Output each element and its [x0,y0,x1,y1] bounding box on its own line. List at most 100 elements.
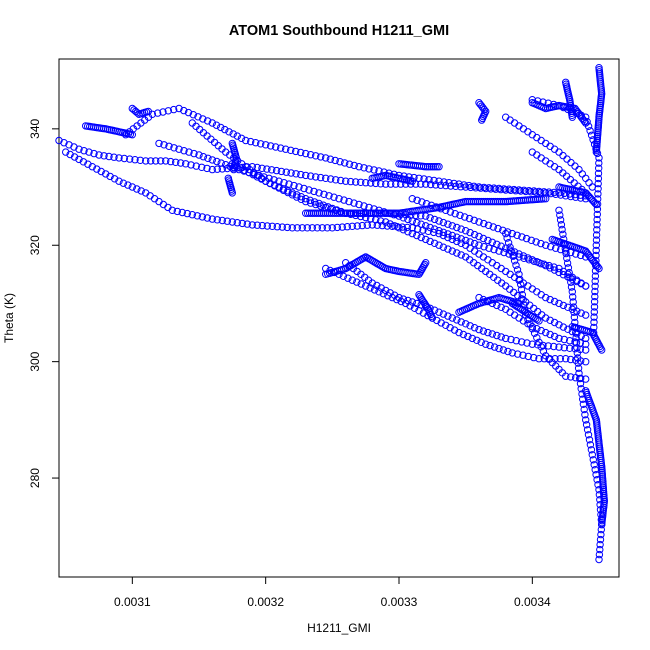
data-point [587,446,596,454]
y-axis-label: Theta (K) [2,293,16,343]
data-point [323,224,331,232]
data-point [462,183,470,191]
data-point [512,337,520,345]
data-point [572,328,580,337]
data-point [563,155,571,163]
data-point [591,292,599,301]
data-point [347,177,355,186]
data-point [350,161,358,170]
data-point [470,324,479,332]
data-point [506,243,514,251]
data-point [422,259,430,267]
data-point [557,191,565,199]
data-point [556,355,564,363]
data-point [457,318,465,326]
data-point [266,179,274,187]
data-point [253,221,261,229]
data-point [410,304,419,312]
data-point [377,217,385,225]
data-point [550,297,559,306]
data-point [559,301,568,310]
data-point [358,221,366,230]
data-point [576,379,585,388]
data-point [555,321,563,329]
data-point [345,197,353,206]
data-point [542,241,550,249]
data-point [408,195,416,203]
data-point [444,230,452,238]
data-point [475,232,483,241]
data-point [478,116,486,124]
data-point [242,136,250,145]
data-point [493,301,501,310]
data-point [307,199,315,207]
data-point [360,202,368,210]
data-point [462,236,470,245]
data-point [348,222,356,231]
data-point [488,330,496,338]
data-point [328,224,336,232]
data-point [162,157,170,165]
data-point [590,461,598,469]
data-point [594,169,603,178]
data-point [426,237,434,246]
data-point [510,257,519,265]
data-point [312,173,320,181]
data-point [589,456,597,464]
data-point [120,154,129,163]
data-point [522,187,530,196]
data-point [437,181,445,189]
data-point [292,147,300,156]
data-point [362,213,370,222]
data-point [597,525,605,534]
data-point [515,186,523,194]
data-point [340,196,348,204]
data-point [459,330,468,339]
data-point [530,329,539,337]
data-point [189,111,198,119]
data-point [490,184,498,192]
data-point [594,174,603,183]
data-point [568,288,576,296]
data-point [142,157,150,165]
data-points [55,64,608,564]
data-point [382,218,390,226]
data-point [430,228,438,237]
data-point [439,243,448,251]
data-point [298,224,306,232]
data-point [442,181,450,190]
data-point [70,143,78,151]
data-point [528,325,536,333]
data-point [593,226,601,234]
data-point [390,291,399,299]
data-point [352,178,360,186]
data-point [480,243,488,251]
data-point [480,219,488,228]
data-point [164,107,173,115]
data-point [574,359,582,367]
data-point [576,374,584,383]
data-point [457,251,465,259]
data-point [367,179,375,187]
data-point [447,182,455,190]
data-point [430,225,439,233]
data-point [570,308,578,316]
data-point [590,303,599,311]
data-point [444,245,452,253]
data-point [466,228,474,237]
data-point [550,266,559,274]
data-point [437,319,445,327]
data-point [575,165,583,174]
data-point [593,205,602,214]
y-tick-label: 340 [28,119,42,139]
data-point [592,200,600,209]
data-point [577,385,585,393]
data-point [110,153,118,161]
data-point [203,117,212,125]
data-point [448,235,456,244]
data-point [252,139,260,147]
data-point [302,195,310,203]
data-point [513,266,522,274]
data-point [218,216,227,225]
data-point [563,254,571,262]
